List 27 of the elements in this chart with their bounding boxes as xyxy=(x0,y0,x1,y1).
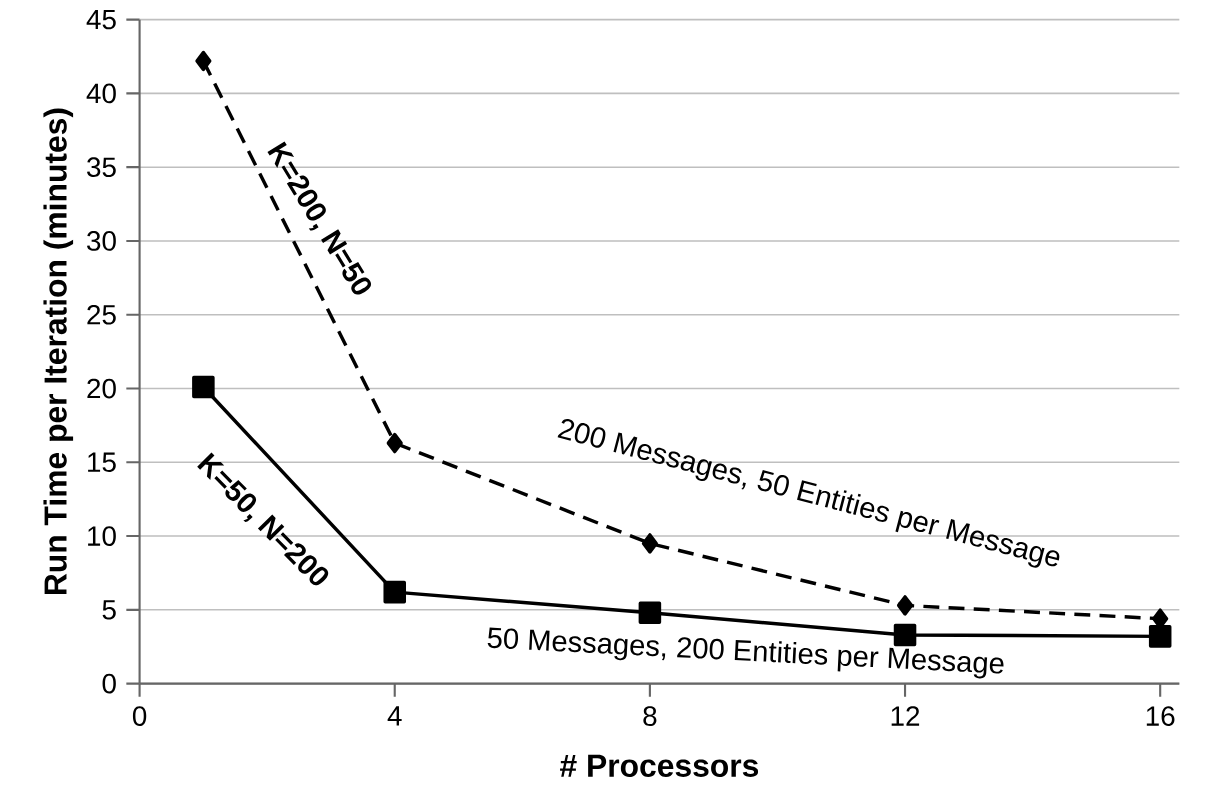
point xyxy=(383,581,407,604)
point xyxy=(638,601,662,625)
y-tick-label: 45 xyxy=(86,10,116,30)
y-tick-label: 15 xyxy=(88,452,116,473)
point xyxy=(893,623,917,647)
x-tick-label: 0 xyxy=(132,706,147,727)
y-tick-label: 25 xyxy=(87,305,116,325)
annotation: 50 Messages, 200 Entities per Message xyxy=(487,627,1004,679)
x-tick-label: 12 xyxy=(891,706,920,726)
point xyxy=(1148,625,1172,648)
x-tick-label: 4 xyxy=(387,706,402,726)
x-tick-label: 16 xyxy=(1146,706,1175,727)
y-tick-label: 5 xyxy=(102,600,116,620)
x-axis-title: # Processors xyxy=(560,755,759,778)
y-tick-label: 10 xyxy=(88,526,116,547)
point xyxy=(896,595,914,616)
point xyxy=(641,533,658,554)
y-tick-label: 35 xyxy=(87,157,116,178)
point xyxy=(192,375,215,399)
y-tick-label: 40 xyxy=(86,83,116,104)
point xyxy=(386,433,403,454)
y-tick-label: 30 xyxy=(87,231,116,252)
x-tick-label: 8 xyxy=(643,706,657,727)
y-axis-title: Run Time per Iteration (minutes) xyxy=(43,108,74,595)
y-tick-label: 20 xyxy=(87,378,116,399)
y-tick-label: 0 xyxy=(102,674,116,694)
point xyxy=(195,50,212,72)
